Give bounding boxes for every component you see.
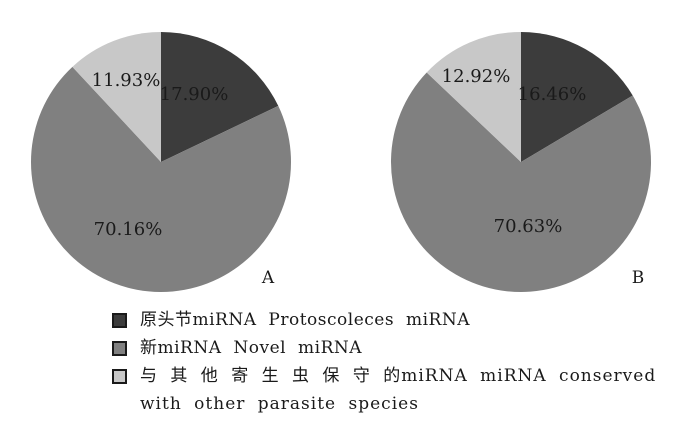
slice-label-b-protoscoleces: 16.46%: [518, 84, 587, 105]
pie-chart-a: 17.90% 70.16% 11.93% A: [31, 32, 292, 292]
pie-slice-a-protoscoleces: [161, 32, 279, 162]
pie-slice-b-novel: [391, 72, 651, 292]
slice-label-b-novel: 70.63%: [494, 216, 563, 237]
panel-label-b: B: [632, 268, 645, 288]
legend-item-protoscoleces: 原头节miRNA Protoscoleces miRNA: [112, 306, 672, 334]
pie-slice-a-novel: [31, 66, 292, 292]
pie-slice-b-protoscoleces: [521, 32, 633, 162]
legend-label-protoscoleces: 原头节miRNA Protoscoleces miRNA: [140, 310, 470, 330]
pie-charts: 17.90% 70.16% 11.93% A 16.46% 70.63% 12.92% B: [31, 32, 651, 292]
pie-chart-b: 16.46% 70.63% 12.92% B: [391, 32, 651, 292]
legend-swatch-protoscoleces: [112, 313, 127, 328]
panel-label-a: A: [261, 268, 275, 288]
legend-swatch-conserved: [112, 369, 127, 384]
slice-label-a-conserved: 11.93%: [92, 70, 161, 91]
legend-swatch-novel: [112, 341, 127, 356]
legend-label-novel: 新miRNA Novel miRNA: [140, 338, 363, 358]
pie-slice-a-conserved: [72, 32, 161, 162]
slice-label-a-protoscoleces: 17.90%: [160, 84, 229, 105]
legend-label-conserved: 与 其 他 寄 生 虫 保 守 的miRNA miRNA conserved w…: [140, 366, 657, 414]
legend-item-conserved: 与 其 他 寄 生 虫 保 守 的miRNA miRNA conserved w…: [112, 362, 672, 418]
slice-label-b-conserved: 12.92%: [442, 66, 511, 87]
legend: 原头节miRNA Protoscoleces miRNA 新miRNA Nove…: [112, 306, 672, 418]
legend-item-novel: 新miRNA Novel miRNA: [112, 334, 672, 362]
slice-label-a-novel: 70.16%: [94, 219, 163, 240]
pie-slice-b-conserved: [426, 32, 521, 162]
